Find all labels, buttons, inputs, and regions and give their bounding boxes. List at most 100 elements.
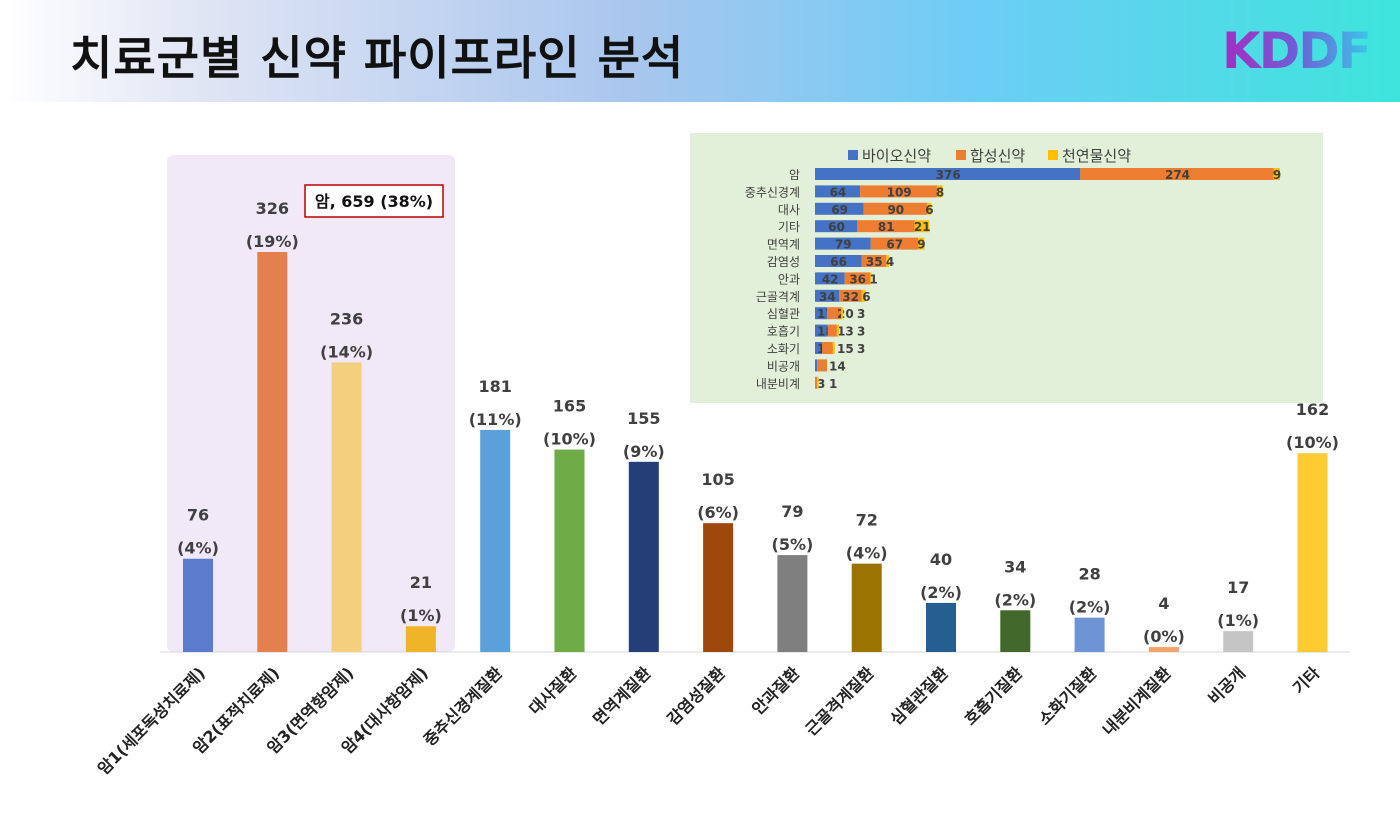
value-label: 155 — [627, 409, 660, 428]
inset-bar-segment — [861, 289, 866, 302]
inset-bar-segment — [817, 359, 827, 372]
percent-label: (5%) — [772, 535, 814, 554]
value-label: 34 — [1004, 557, 1026, 576]
inset-value-label: 3 — [857, 325, 865, 339]
inset-value-label: 32 — [842, 290, 859, 304]
inset-value-label: 1 — [869, 272, 877, 286]
percent-label: (1%) — [400, 606, 442, 625]
inset-bar-segment — [815, 342, 823, 354]
bar — [480, 429, 511, 652]
inset-category-label: 근골격계 — [756, 290, 800, 304]
inset-value-label: 6 — [862, 290, 870, 304]
inset-value-label: 8 — [936, 185, 944, 199]
inset-bar-segment — [815, 289, 839, 302]
inset-category-label: 비공개 — [767, 359, 800, 373]
inset-value-label: 35 — [866, 255, 883, 269]
percent-label: (4%) — [846, 544, 888, 563]
inset-bar-segment — [815, 220, 858, 233]
category-label: 내분비계질환 — [1099, 663, 1175, 739]
value-label: 326 — [256, 199, 289, 218]
legend-label: 합성신약 — [970, 147, 1025, 165]
inset-category-label: 호흡기 — [767, 325, 800, 339]
inset-bar-segment — [1273, 168, 1280, 180]
inset-bar-segment — [870, 237, 919, 250]
inset-bar-segment — [838, 289, 862, 302]
bar — [851, 563, 882, 652]
category-label: 안과질환 — [748, 663, 803, 718]
inset-bar-segment — [815, 376, 818, 389]
inset-bar-segment — [914, 220, 930, 233]
inset-bar-segment — [844, 272, 871, 285]
percent-label: (1%) — [1217, 611, 1259, 630]
percent-label: (0%) — [1143, 627, 1185, 646]
inset-value-label: 42 — [822, 272, 839, 286]
bar — [554, 449, 585, 652]
inset-value-label: 376 — [936, 168, 961, 182]
value-label: 40 — [930, 550, 952, 569]
value-label: 181 — [478, 377, 511, 396]
category-label: 면역계질환 — [589, 663, 655, 729]
annotation-box — [304, 184, 444, 218]
category-label: 대사질환 — [525, 663, 580, 718]
inset-value-label: 109 — [887, 185, 912, 199]
value-label: 76 — [187, 506, 209, 525]
page-title: 치료군별 신약 파이프라인 분석 — [70, 31, 685, 85]
inset-value-label: 14 — [829, 359, 846, 373]
inset-category-label: 면역계 — [767, 238, 800, 252]
inset-value-label: 69 — [831, 203, 848, 217]
bar — [628, 461, 659, 652]
inset-value-label: 20 — [837, 307, 854, 321]
inset-value-label: 3 — [857, 342, 865, 356]
bar — [1000, 610, 1031, 652]
value-label: 105 — [701, 470, 734, 489]
percent-label: (6%) — [697, 503, 739, 522]
percent-label: (14%) — [320, 342, 373, 361]
bar — [405, 626, 436, 652]
inset-category-label: 기타 — [778, 220, 800, 234]
percent-label: (19%) — [246, 232, 299, 251]
legend-label: 바이오신약 — [862, 147, 931, 165]
inset-value-label: 274 — [1165, 168, 1190, 182]
category-label: 감염성질환 — [663, 663, 729, 729]
inset-bar-segment — [815, 185, 861, 198]
legend-swatch — [1048, 150, 1058, 160]
inset-category-label: 중추신경계 — [745, 185, 800, 199]
kddf-logo: KDDF — [1222, 22, 1372, 80]
category-label: 소화기질환 — [1035, 663, 1101, 729]
bar — [1223, 631, 1254, 652]
value-label: 4 — [1158, 594, 1169, 613]
bar — [1148, 647, 1179, 652]
category-label: 근골격계질환 — [802, 663, 878, 739]
bar — [331, 362, 362, 652]
inset-bar-segment — [815, 168, 1081, 180]
inset-category-label: 안과 — [778, 272, 800, 286]
header-banner: 치료군별 신약 파이프라인 분석 KDDF — [0, 0, 1400, 102]
inset-value-label: 13 — [837, 325, 854, 339]
inset-value-label: 1 — [829, 377, 837, 391]
inset-category-label: 암 — [789, 168, 800, 182]
category-label: 비공개 — [1204, 663, 1249, 708]
inset-bar-segment — [826, 307, 842, 320]
inset-bar-segment — [841, 307, 844, 320]
value-label: 165 — [553, 397, 586, 416]
category-label: 호흡기질환 — [961, 663, 1027, 729]
inset-value-label: 67 — [886, 238, 903, 252]
inset-category-label: 감염성 — [767, 255, 800, 269]
inset-bar-segment — [815, 237, 871, 250]
bar — [1297, 453, 1328, 652]
inset-category-label: 소화기 — [767, 342, 800, 356]
value-label: 28 — [1078, 565, 1100, 584]
inset-bar-segment — [860, 185, 938, 198]
inset-bar-segment — [836, 324, 839, 337]
inset-bar-segment — [822, 342, 833, 354]
legend-swatch — [956, 150, 966, 160]
inset-value-label: 15 — [837, 342, 854, 356]
inset-bar-segment — [861, 255, 887, 267]
inset-bar-segment — [815, 272, 845, 285]
inset-value-label: 6 — [925, 203, 933, 217]
inset-bar-segment — [886, 255, 890, 267]
percent-label: (11%) — [469, 410, 522, 429]
inset-value-label: 21 — [914, 220, 931, 234]
annotation-label: 암, 659 (38%) — [315, 192, 433, 211]
inset-bar-segment — [1080, 168, 1274, 180]
